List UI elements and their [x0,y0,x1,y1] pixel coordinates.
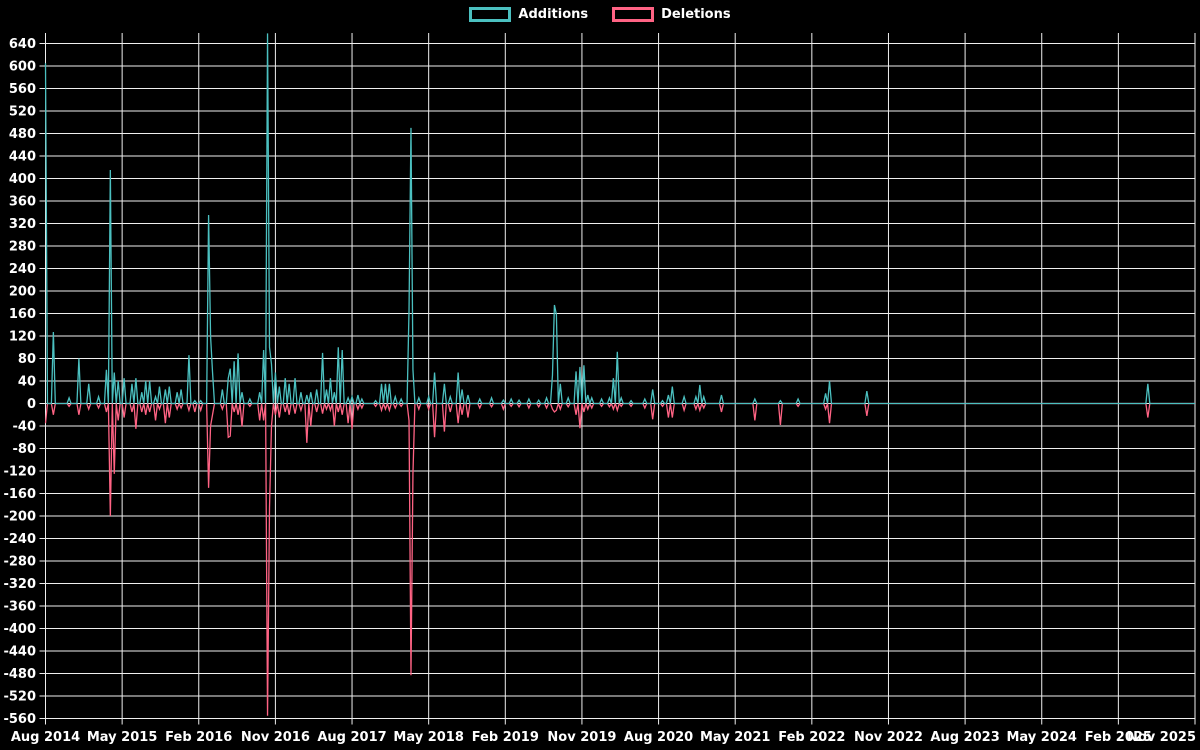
y-tick-label: 640 [9,37,36,52]
y-tick-label: -360 [3,600,36,615]
y-tick-label: -40 [13,420,37,435]
y-tick-label: -320 [3,577,36,592]
y-tick-label: 0 [27,397,36,412]
y-tick-label: 40 [18,375,36,390]
additions-swatch-icon [469,7,512,22]
y-tick-label: -280 [3,555,36,570]
y-tick-label: -160 [3,487,36,502]
chart-legend: Additions Deletions [0,7,1200,22]
x-tick-label: May 2015 [87,730,158,745]
y-tick-label: 440 [9,150,36,165]
legend-label-additions: Additions [518,6,589,22]
y-tick-label: 360 [9,195,36,210]
x-tick-label: Aug 2020 [624,730,693,745]
y-tick-label: 240 [9,262,36,277]
y-tick-label: -480 [3,667,36,682]
y-tick-label: 600 [9,60,36,75]
y-tick-label: -80 [13,442,37,457]
y-tick-label: -520 [3,690,36,705]
x-tick-label: Aug 2023 [930,730,999,745]
legend-label-deletions: Deletions [661,6,731,22]
y-tick-label: -560 [3,712,36,727]
x-tick-label: May 2024 [1006,730,1077,745]
x-tick-label: Nov 2019 [547,730,616,745]
deletions-swatch-icon [612,7,655,22]
y-tick-label: 200 [9,285,36,300]
legend-item-additions[interactable]: Additions [469,7,588,22]
x-tick-label: May 2018 [393,730,464,745]
x-tick-label: Aug 2017 [317,730,386,745]
y-tick-label: 520 [9,105,36,120]
y-tick-label: -400 [3,622,36,637]
x-tick-label: Nov 2016 [241,730,310,745]
y-tick-label: -120 [3,465,36,480]
y-tick-label: 480 [9,127,36,142]
x-tick-label: Feb 2022 [778,730,845,745]
y-tick-label: 120 [9,330,36,345]
legend-item-deletions[interactable]: Deletions [612,6,731,22]
y-tick-label: 160 [9,307,36,322]
y-tick-label: 400 [9,172,36,187]
y-tick-label: -200 [3,510,36,525]
x-tick-label: Feb 2025 [1085,730,1152,745]
x-tick-label: Aug 2014 [11,730,80,745]
y-tick-label: 560 [9,82,36,97]
x-tick-label: Feb 2019 [472,730,539,745]
x-tick-label: May 2021 [700,730,771,745]
y-tick-label: 80 [18,352,36,367]
series-line-additions [44,33,1195,406]
y-tick-label: -240 [3,532,36,547]
series-line-deletions [44,401,1195,716]
x-tick-label: Nov 2022 [854,730,923,745]
y-tick-label: 320 [9,217,36,232]
x-tick-label: Feb 2016 [165,730,232,745]
x-tick-label: Nov 2025 [1127,730,1196,745]
y-tick-label: -440 [3,645,36,660]
y-tick-label: 280 [9,240,36,255]
